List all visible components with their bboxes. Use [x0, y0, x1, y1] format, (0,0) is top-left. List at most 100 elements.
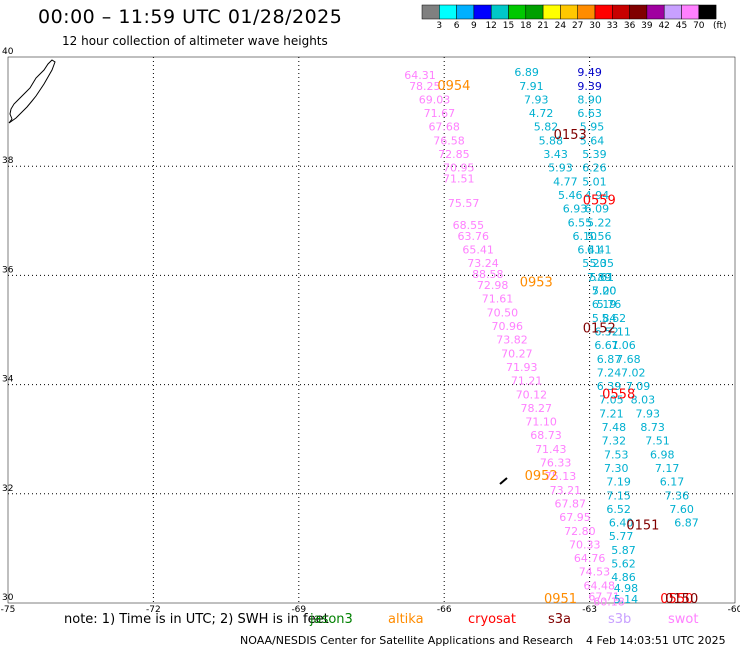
swh-value-label: 9.39 — [577, 80, 602, 93]
swh-value-label: 5.88 — [539, 134, 564, 147]
swh-value-label: 8.03 — [631, 394, 656, 407]
swh-value-label: 4.72 — [529, 107, 554, 120]
swh-value-label: 6.87 — [674, 517, 699, 530]
x-tick-label: -72 — [146, 605, 161, 615]
swh-value-label: 7.15 — [606, 489, 631, 502]
swh-value-label: 7.93 — [636, 407, 661, 420]
swh-value-label: 63.76 — [458, 230, 490, 243]
y-tick-label: 36 — [2, 265, 14, 275]
swh-value-label: 7.06 — [611, 339, 636, 352]
swh-value-label: 67.68 — [428, 121, 460, 134]
pass-time-label: 0954 — [437, 79, 470, 94]
swh-value-label: 5.39 — [582, 148, 607, 161]
swh-value-label: 7.00 — [592, 285, 617, 298]
swh-value-label: 5.35 — [589, 257, 614, 270]
swh-value-label: 6.19 — [592, 298, 617, 311]
swh-values: 64.3178.2569.0371.6767.6876.5872.8570.95… — [404, 66, 699, 609]
colorbar-label: 39 — [641, 21, 653, 31]
swh-value-label: 5.20 — [592, 285, 617, 298]
pass-time-label: 0951 — [544, 592, 577, 607]
swh-value-label: 76.33 — [540, 457, 572, 470]
colorbar-swatch — [560, 4, 578, 20]
colorbar-label: 15 — [502, 21, 515, 31]
map-grid — [7, 56, 736, 604]
y-tick-label: 30 — [2, 593, 14, 603]
pass-time-label: 0952 — [525, 469, 558, 484]
swh-value-label: 78.27 — [521, 402, 553, 415]
swh-value-label: 70.27 — [501, 347, 533, 360]
swh-value-label: 6.41 — [577, 244, 602, 257]
swh-value-label: 88.58 — [472, 268, 504, 281]
swh-value-label: 7.24 — [597, 366, 622, 379]
colorbar-swatch — [542, 4, 561, 20]
pass-time-label: 0150 — [665, 592, 698, 607]
swh-value-label: 7.36 — [665, 489, 690, 502]
y-tick-label: 34 — [2, 375, 14, 385]
swh-value-label: 5.84 — [592, 312, 617, 325]
x-tick-label: -75 — [1, 605, 16, 615]
swh-value-label: 7.91 — [519, 80, 544, 93]
swh-value-label: 5.20 — [582, 257, 607, 270]
swh-value-label: 7.51 — [645, 435, 670, 448]
satellite-legend-jason3: jason3 — [310, 612, 353, 627]
colorbar-label: 6 — [453, 21, 460, 31]
colorbar-swatch — [577, 4, 596, 20]
swh-value-label: 8.73 — [640, 421, 665, 434]
swh-value-label: 73.21 — [550, 484, 582, 497]
swh-value-label: 70.95 — [443, 162, 475, 175]
colorbar-label: 21 — [537, 21, 549, 31]
colorbar-label: 33 — [606, 21, 619, 31]
swh-value-label: 7.53 — [604, 448, 629, 461]
swh-value-label: 78.25 — [409, 80, 441, 93]
swh-value-label: 70.96 — [491, 320, 523, 333]
swh-value-label: 72.85 — [438, 148, 470, 161]
swh-value-label: 71.67 — [424, 107, 456, 120]
swh-value-label: 7.48 — [602, 421, 627, 434]
swh-value-label: 6.09 — [585, 203, 610, 216]
swh-value-label: 64.31 — [404, 69, 436, 82]
swh-value-label: 73.24 — [467, 257, 499, 270]
swh-value-label: 5.56 — [587, 230, 612, 243]
swh-value-label: 68.73 — [530, 429, 562, 442]
swh-value-label: 5.61 — [589, 271, 614, 284]
swh-value-label: 6.17 — [660, 476, 685, 489]
x-tick-label: -66 — [437, 605, 452, 615]
satellite-legend-cryosat: cryosat — [468, 612, 516, 627]
colorbar-label: 9 — [471, 21, 477, 31]
pass-time-labels: 0954 0153 0559 0953 0152 0558 0952 0151 0951 0550… — [437, 79, 698, 607]
swh-value-label: 71.61 — [482, 293, 514, 306]
colorbar-label: 18 — [520, 21, 532, 31]
swh-value-label: 6.52 — [606, 503, 631, 516]
swh-value-label: 4.94 — [585, 189, 610, 202]
swh-value-label: 71.10 — [525, 416, 557, 429]
chart-title: 00:00 – 11:59 UTC 01/28/2025 — [38, 6, 343, 28]
swh-value-label: 6.52 — [594, 325, 619, 338]
pass-time-label: 0558 — [602, 387, 635, 402]
colorbar-swatch — [629, 4, 648, 20]
swh-value-label: 7.60 — [669, 503, 694, 516]
swh-value-label: 5.14 — [614, 593, 639, 606]
swh-value-label: 7.05 — [599, 394, 624, 407]
colorbar-swatch — [525, 4, 544, 20]
colorbar-label: 12 — [485, 21, 497, 31]
colorbar-swatch — [663, 4, 682, 20]
pass-time-label: 0953 — [520, 275, 553, 290]
x-tick-label: -63 — [582, 605, 597, 615]
swh-value-label: 6.55 — [568, 216, 593, 229]
swh-value-label: 7.30 — [604, 462, 629, 475]
colorbar-swatch — [698, 4, 717, 20]
swh-value-label: 72.80 — [564, 525, 596, 538]
swh-value-label: 71.43 — [535, 443, 567, 456]
swh-value-label: 6.87 — [597, 353, 622, 366]
swh-value-label: 6.63 — [577, 107, 602, 120]
swh-value-label: 4.86 — [611, 571, 636, 584]
axis-tick-labels: -75 -72 -69 -66 -63 -60 30 32 34 36 38 40 — [1, 47, 740, 615]
swh-value-label: 71.51 — [443, 173, 475, 186]
colorbar-swatch — [594, 4, 613, 20]
swh-value-label: 5.76 — [597, 298, 622, 311]
swh-value-label: 7.02 — [621, 366, 646, 379]
satellite-legend-s3b: s3b — [608, 612, 632, 627]
swh-value-label: 72.98 — [477, 279, 509, 292]
colorbar-label: 30 — [589, 21, 601, 31]
swh-value-label: 5.87 — [611, 544, 636, 557]
